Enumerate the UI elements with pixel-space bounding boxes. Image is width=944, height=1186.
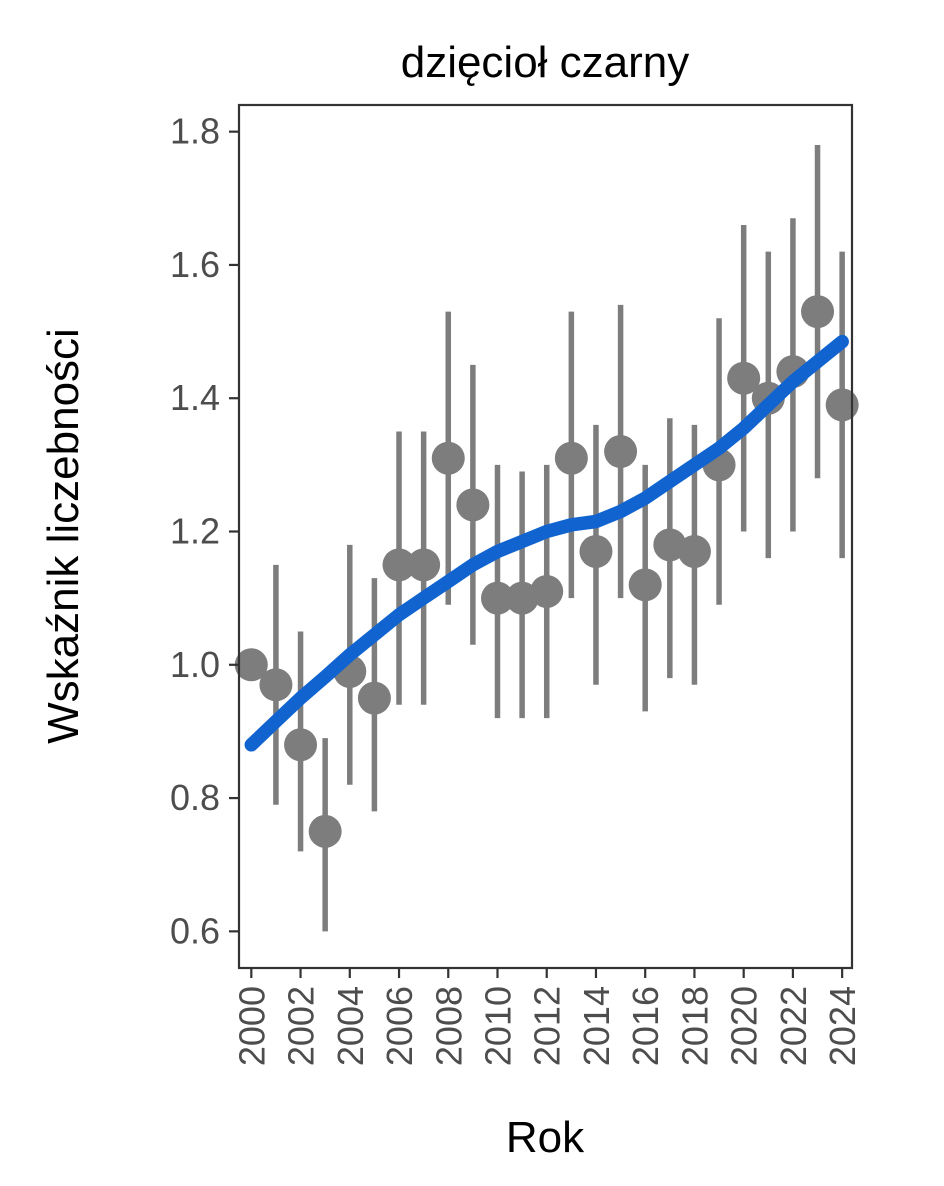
- x-tick-label-2016: 2016: [625, 986, 666, 1066]
- y-tick-label-0.8: 0.8: [170, 777, 220, 818]
- chart-title: dzięcioł czarny: [401, 38, 690, 87]
- y-tick-label-1.6: 1.6: [170, 244, 220, 285]
- data-point-2005: [357, 681, 391, 715]
- x-tick-label-2000: 2000: [231, 986, 272, 1066]
- data-point-2015: [604, 435, 638, 469]
- data-point-2010: [480, 581, 514, 615]
- x-tick-label-2020: 2020: [724, 986, 765, 1066]
- x-tick-label-2010: 2010: [477, 986, 518, 1066]
- x-tick-label-2002: 2002: [281, 986, 322, 1066]
- y-tick-label-1.8: 1.8: [170, 111, 220, 152]
- data-point-2020: [727, 361, 761, 395]
- y-tick-label-1.4: 1.4: [170, 377, 220, 418]
- data-point-2003: [308, 814, 342, 848]
- y-tick-label-0.6: 0.6: [170, 910, 220, 951]
- x-tick-label-2004: 2004: [330, 986, 371, 1066]
- x-tick-label-2012: 2012: [527, 986, 568, 1066]
- data-point-2016: [628, 568, 662, 602]
- data-point-2014: [579, 534, 613, 568]
- data-point-2024: [825, 388, 859, 422]
- error-bars-layer: [273, 144, 845, 932]
- x-tick-label-2008: 2008: [428, 986, 469, 1066]
- data-point-2000: [234, 648, 268, 682]
- data-point-2002: [284, 728, 318, 762]
- plot-panel: [237, 103, 854, 970]
- data-point-2008: [431, 441, 465, 475]
- x-tick-label-2018: 2018: [674, 986, 715, 1066]
- data-point-2013: [554, 441, 588, 475]
- data-point-2009: [456, 488, 490, 522]
- trend-line: [244, 334, 849, 752]
- axes-layer: 2000 2002 2004 2006 2008 2010 2012 2014 2016 2018…: [170, 111, 863, 1066]
- x-tick-label-2024: 2024: [822, 986, 863, 1066]
- x-tick-label-2014: 2014: [576, 986, 617, 1066]
- y-tick-label-1.0: 1.0: [170, 644, 220, 685]
- x-tick-label-2006: 2006: [379, 986, 420, 1066]
- data-point-2018: [677, 534, 711, 568]
- trend-line-layer: [244, 334, 849, 752]
- x-axis-title: Rok: [506, 1113, 585, 1162]
- x-tick-label-2022: 2022: [773, 986, 814, 1066]
- data-point-2001: [259, 668, 293, 702]
- y-tick-label-1.2: 1.2: [170, 511, 220, 552]
- data-point-2012: [530, 574, 564, 608]
- data-point-2023: [801, 295, 835, 329]
- data-point-2006: [382, 548, 416, 582]
- y-axis-title: Wskaźnik liczebności: [39, 328, 88, 744]
- data-point-2007: [407, 548, 441, 582]
